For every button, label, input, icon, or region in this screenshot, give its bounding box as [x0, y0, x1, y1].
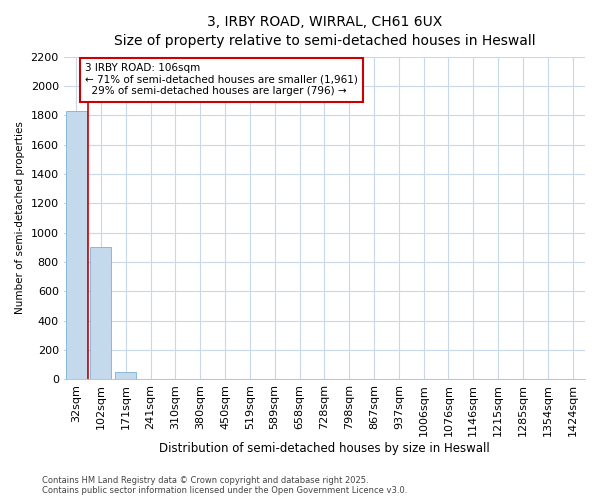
Text: 3 IRBY ROAD: 106sqm
← 71% of semi-detached houses are smaller (1,961)
  29% of s: 3 IRBY ROAD: 106sqm ← 71% of semi-detach…: [85, 63, 358, 96]
Y-axis label: Number of semi-detached properties: Number of semi-detached properties: [15, 122, 25, 314]
Bar: [65, 111, 86, 380]
Bar: [140, 378, 161, 380]
X-axis label: Distribution of semi-detached houses by size in Heswall: Distribution of semi-detached houses by …: [159, 442, 490, 455]
Text: Contains HM Land Registry data © Crown copyright and database right 2025.
Contai: Contains HM Land Registry data © Crown c…: [42, 476, 407, 495]
Title: 3, IRBY ROAD, WIRRAL, CH61 6UX
Size of property relative to semi-detached houses: 3, IRBY ROAD, WIRRAL, CH61 6UX Size of p…: [113, 15, 535, 48]
Bar: [91, 248, 112, 380]
Bar: [115, 372, 136, 380]
